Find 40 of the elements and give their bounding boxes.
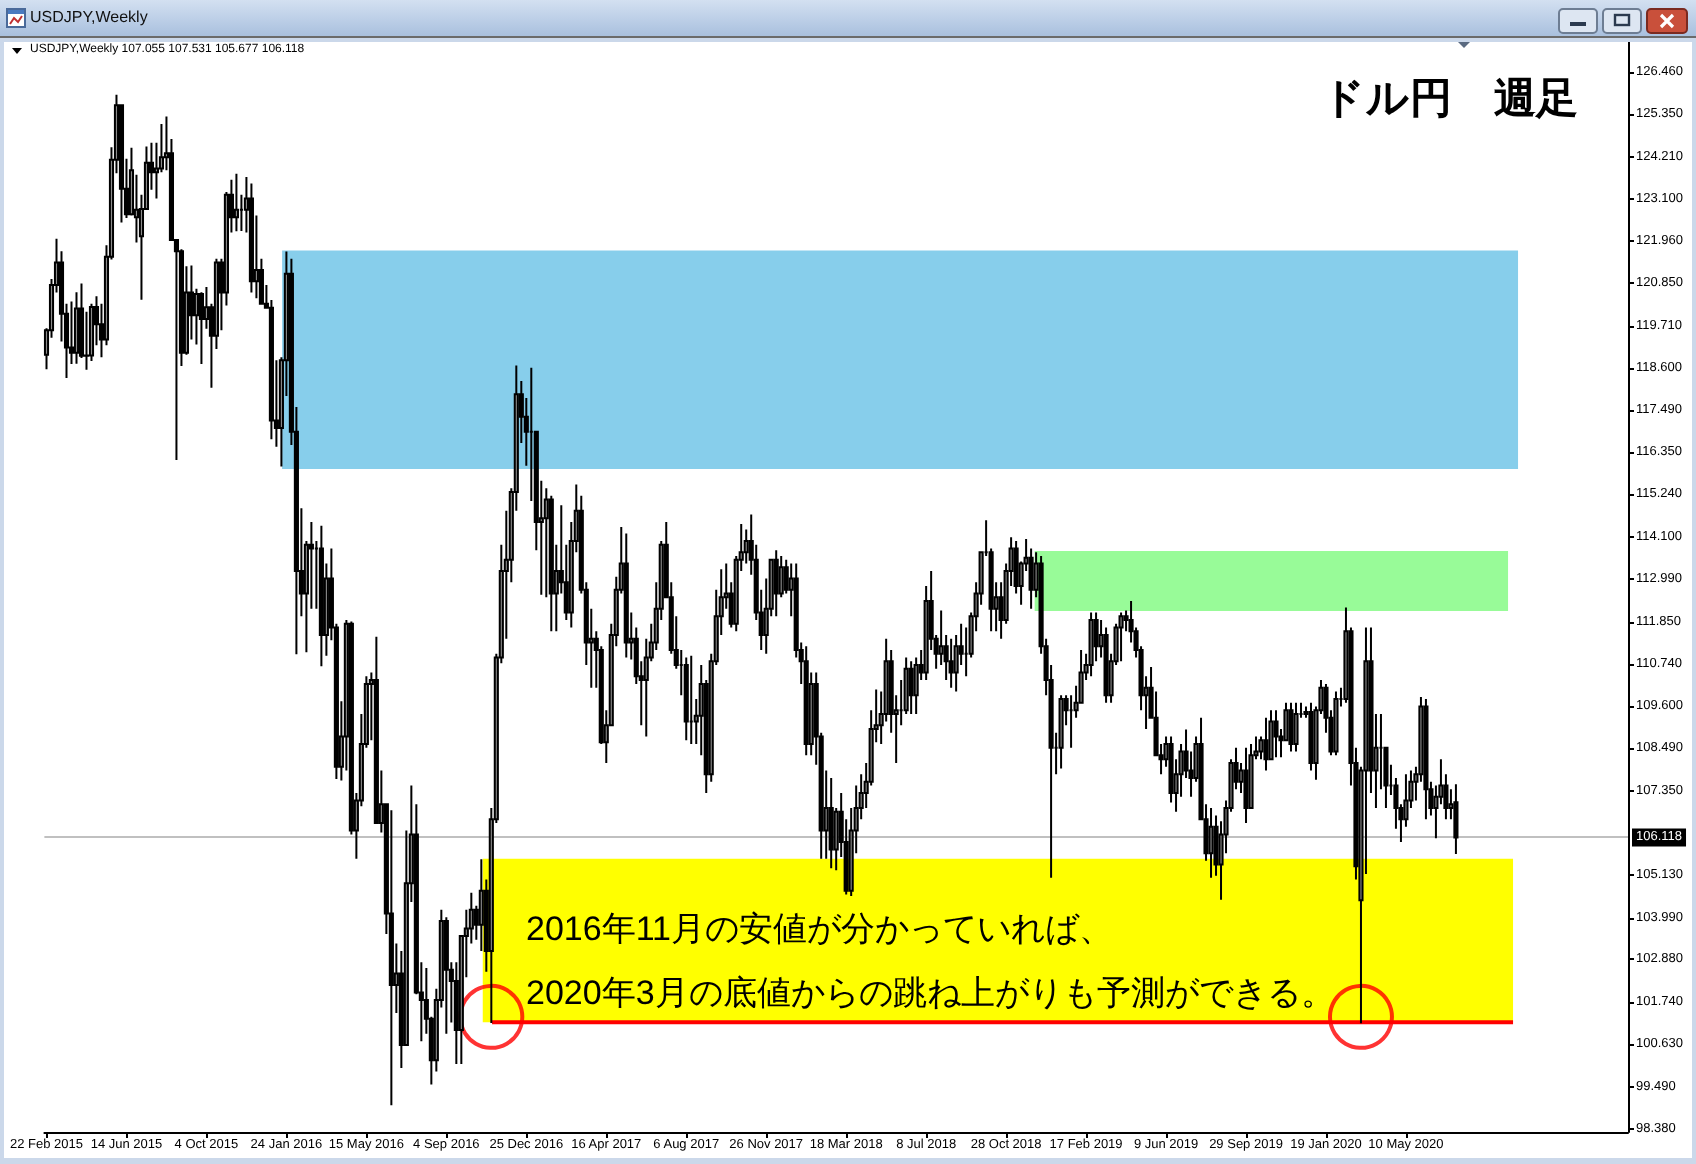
candlestick: [1068, 694, 1074, 749]
candlestick: [1028, 547, 1034, 610]
candlestick: [198, 291, 204, 366]
candlestick: [73, 291, 80, 365]
candlestick: [948, 637, 954, 689]
candlestick: [1088, 611, 1094, 678]
candlestick: [1288, 701, 1294, 753]
candlestick: [773, 549, 779, 618]
annotation: 2016年11月の安値が分かっていれば、: [526, 910, 1113, 948]
candlestick: [803, 645, 809, 757]
candlestick: [1058, 694, 1064, 770]
candlestick: [233, 172, 239, 233]
candlestick: [443, 916, 449, 1035]
candlestick: [688, 654, 694, 746]
candlestick: [318, 524, 324, 668]
candlestick: [1308, 701, 1314, 772]
candlestick: [248, 182, 254, 294]
candlestick: [623, 532, 629, 659]
candlestick: [1208, 807, 1214, 879]
candlestick: [1423, 697, 1429, 821]
candlestick: [388, 809, 394, 1107]
candlestick: [1243, 746, 1249, 825]
candlestick: [1263, 716, 1269, 772]
candlestick: [828, 776, 834, 870]
candlestick: [913, 656, 919, 715]
candlestick: [373, 635, 379, 825]
text: ドル円 週足: [1322, 76, 1578, 122]
candlestick: [1453, 783, 1459, 856]
candlestick: [88, 302, 95, 363]
candlestick: [1273, 709, 1279, 759]
candlestick: [1168, 735, 1174, 804]
candlestick: [548, 494, 554, 633]
candlestick: [1333, 690, 1339, 757]
text: USDJPY,Weekly: [30, 8, 148, 28]
candlestick: [908, 660, 914, 715]
annotation: 2020年3月の底値からの跳ね上がりも予測ができる。: [526, 974, 1335, 1012]
candlestick: [1103, 626, 1109, 704]
candlestick: [1293, 701, 1299, 753]
candlestick: [1118, 611, 1124, 663]
candlestick: [683, 656, 689, 742]
